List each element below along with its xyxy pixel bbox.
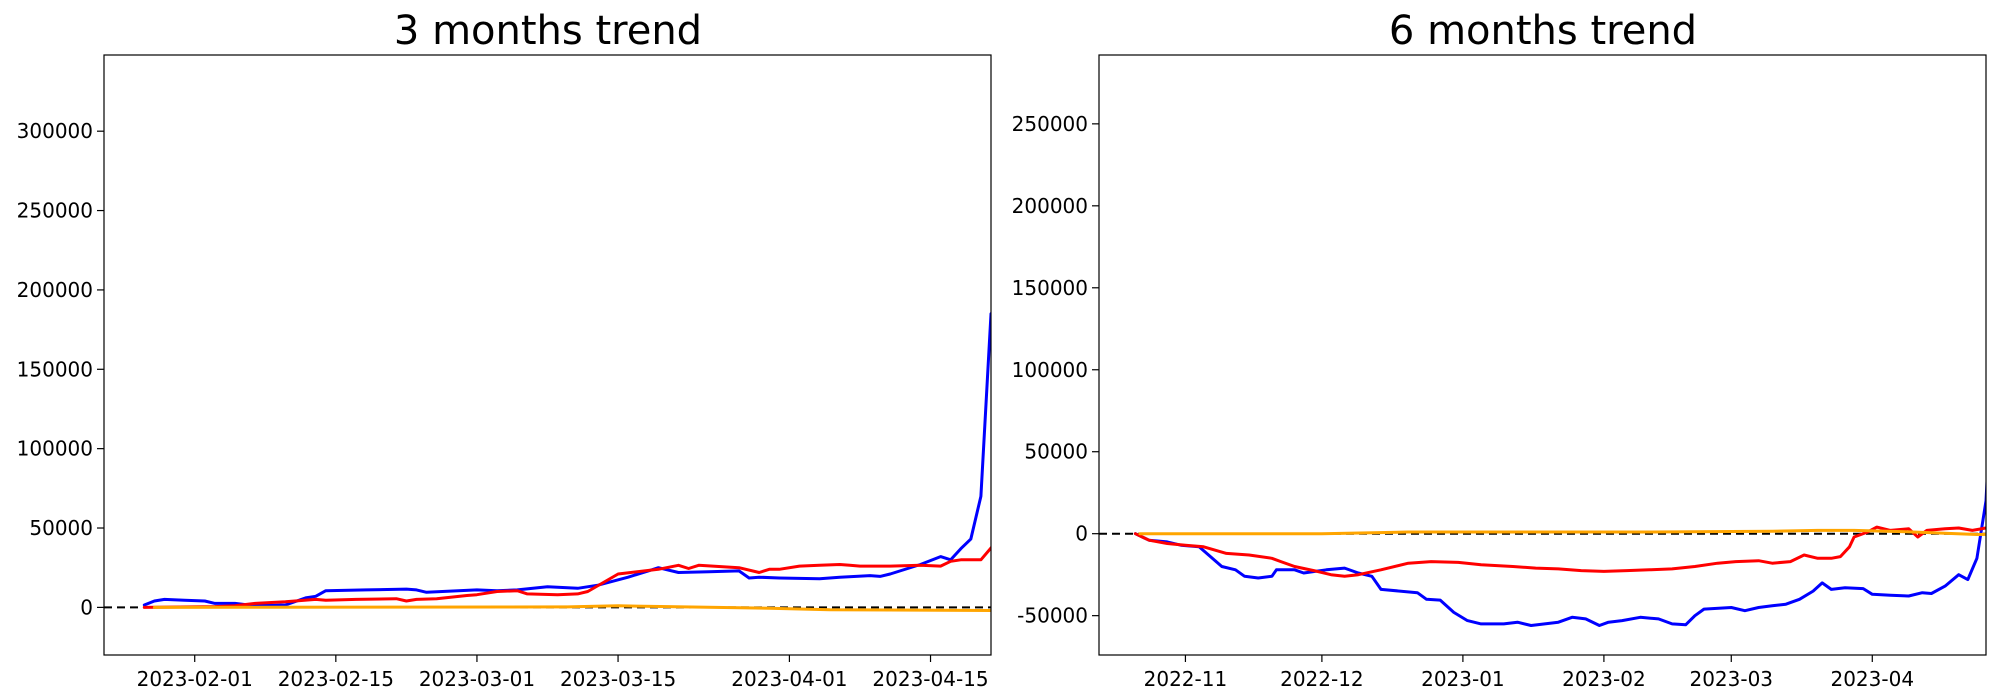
y-tick-label: 200000: [17, 278, 93, 302]
series-line-2: [152, 604, 991, 612]
x-tick-label: 2022-12: [1280, 667, 1364, 691]
series-line-0: [1133, 471, 1986, 627]
y-tick-label: 200000: [1012, 194, 1088, 218]
y-tick-label: -50000: [1017, 604, 1088, 628]
x-tick-label: 2023-04: [1830, 667, 1914, 691]
y-tick-label: 250000: [17, 199, 93, 223]
series-line-1: [1133, 525, 1986, 578]
x-tick-label: 2023-03: [1689, 667, 1773, 691]
x-tick-label: 2023-02-15: [278, 667, 394, 691]
y-tick-label: 50000: [1024, 440, 1088, 464]
plot-frame: [1098, 54, 1987, 656]
x-tick-label: 2023-04-01: [731, 667, 847, 691]
series-line-2: [1138, 528, 1986, 536]
series-line-0: [142, 311, 991, 608]
series-line-1: [142, 545, 991, 609]
plot-frame: [103, 54, 992, 656]
chart-panel-6-months: 6 months trend -50000 0 50000 100000 150000 20…: [1012, 8, 1987, 691]
y-tick-label: 100000: [1012, 358, 1088, 382]
y-tick-label: 100000: [17, 437, 93, 461]
y-tick-label: 0: [1075, 522, 1088, 546]
y-tick-label: 50000: [29, 516, 93, 540]
x-tick-label: 2022-11: [1144, 667, 1228, 691]
y-tick-label: 150000: [17, 357, 93, 381]
y-tick-label: 250000: [1012, 112, 1088, 136]
x-tick-label: 2023-02-01: [137, 667, 253, 691]
x-tick-label: 2023-02: [1562, 667, 1646, 691]
chart-title: 6 months trend: [1389, 8, 1697, 54]
chart-panel-3-months: 3 months trend 0 50000 100000 150000 200000 25…: [17, 8, 992, 691]
y-tick-label: 0: [80, 595, 93, 619]
x-tick-label: 2023-01: [1421, 667, 1505, 691]
x-tick-label: 2023-03-15: [560, 667, 676, 691]
x-tick-label: 2023-03-01: [419, 667, 535, 691]
y-tick-label: 300000: [17, 119, 93, 143]
chart-title: 3 months trend: [394, 8, 702, 54]
y-tick-label: 150000: [1012, 276, 1088, 300]
x-tick-label: 2023-04-15: [872, 667, 988, 691]
